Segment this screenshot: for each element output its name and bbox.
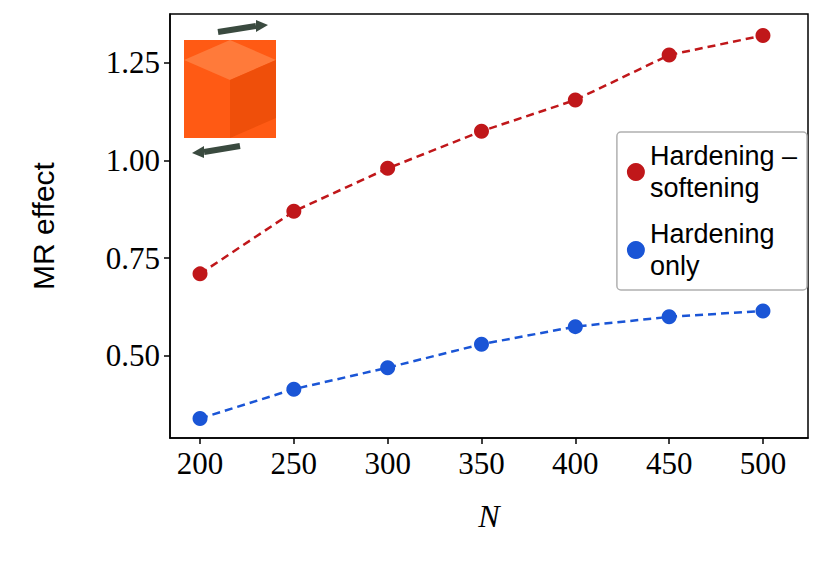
- svg-text:softening: softening: [650, 173, 760, 203]
- svg-text:300: 300: [364, 446, 411, 481]
- svg-text:450: 450: [646, 446, 693, 481]
- svg-text:MR effect: MR effect: [27, 161, 60, 289]
- svg-text:1.00: 1.00: [106, 143, 160, 178]
- svg-text:0.50: 0.50: [106, 338, 160, 373]
- svg-text:N: N: [477, 498, 501, 534]
- svg-text:Hardening –: Hardening –: [650, 141, 797, 171]
- svg-text:350: 350: [458, 446, 505, 481]
- svg-text:Hardening: Hardening: [650, 219, 775, 249]
- svg-text:250: 250: [271, 446, 318, 481]
- svg-text:0.75: 0.75: [106, 241, 160, 276]
- svg-text:only: only: [650, 251, 700, 281]
- svg-text:1.25: 1.25: [106, 45, 160, 80]
- svg-text:400: 400: [552, 446, 599, 481]
- svg-text:200: 200: [177, 446, 224, 481]
- svg-text:500: 500: [740, 446, 787, 481]
